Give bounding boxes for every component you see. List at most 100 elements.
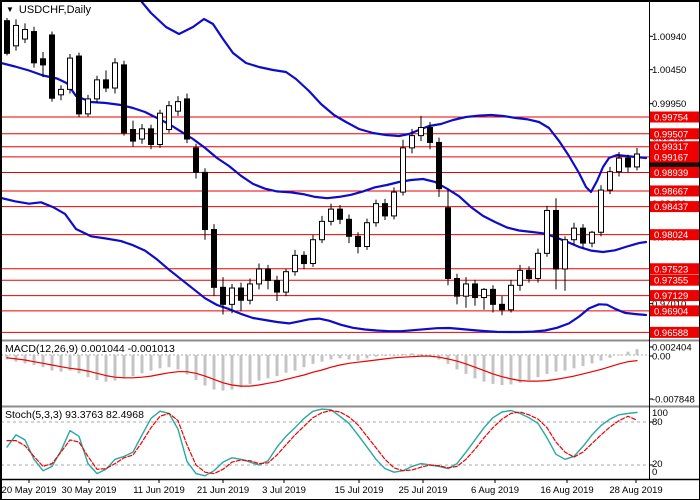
stoch-axis-label: 100 xyxy=(652,408,668,419)
candle xyxy=(580,224,586,249)
candle-body xyxy=(328,208,334,222)
candle xyxy=(148,124,154,150)
date-label: 21 Jun 2019 xyxy=(197,485,249,496)
candle-body xyxy=(445,207,451,279)
stoch-axis-label: 20 xyxy=(652,459,663,470)
candle xyxy=(472,279,478,306)
macd-histogram-bar xyxy=(77,355,81,374)
price-level-label-bg xyxy=(650,274,699,286)
candle-body xyxy=(454,277,460,297)
candle xyxy=(310,234,316,267)
date-label: 30 May 2019 xyxy=(62,485,117,496)
candle-body xyxy=(427,126,433,143)
candle xyxy=(391,187,397,220)
candle xyxy=(103,70,109,93)
macd-histogram-bar xyxy=(635,349,639,355)
candle-body xyxy=(418,126,424,137)
macd-histogram-bar xyxy=(365,355,369,359)
candle-body xyxy=(157,112,163,145)
macd-histogram-bar xyxy=(419,353,423,355)
symbol-dropdown-icon[interactable]: ▼ xyxy=(6,5,14,14)
candle-body xyxy=(247,283,253,301)
candle-body xyxy=(499,303,505,311)
macd-histogram-bar xyxy=(185,355,189,375)
candle xyxy=(553,198,559,290)
macd-histogram-bar xyxy=(509,355,513,385)
macd-histogram-bar xyxy=(212,355,216,390)
macd-panel-group xyxy=(1,349,649,391)
macd-histogram-bar xyxy=(401,353,405,355)
candle-body xyxy=(274,280,280,293)
candle-body xyxy=(589,231,595,244)
candle-body xyxy=(130,129,136,142)
candle-body xyxy=(193,147,199,173)
candle-body xyxy=(373,203,379,224)
date-label: 6 Aug 2019 xyxy=(471,485,519,496)
macd-histogram-bar xyxy=(581,355,585,367)
price-level-label-bg xyxy=(650,305,699,317)
macd-histogram-bar xyxy=(113,355,117,381)
candle xyxy=(130,120,136,147)
candle xyxy=(607,166,613,195)
date-label: 20 May 2019 xyxy=(2,485,57,496)
macd-histogram-bar xyxy=(122,355,126,379)
price-level-label-bg xyxy=(650,128,699,140)
macd-histogram-bar xyxy=(617,354,621,356)
macd-histogram-bar xyxy=(356,355,360,361)
candle xyxy=(454,273,460,305)
price-level-label-bg xyxy=(650,141,699,153)
macd-histogram-bar xyxy=(554,355,558,372)
candle-body xyxy=(544,209,550,254)
price-level-label-bg xyxy=(650,201,699,213)
candle xyxy=(274,275,280,301)
stoch-values: 93.3763 82.4968 xyxy=(65,409,144,421)
candle-body xyxy=(391,191,397,217)
candle-body xyxy=(112,62,118,89)
candle-body xyxy=(85,98,91,115)
macd-histogram-bar xyxy=(221,355,225,391)
candle xyxy=(436,137,442,197)
candle xyxy=(139,124,145,144)
macd-values: 0.001044 -0.001013 xyxy=(80,343,175,355)
candle xyxy=(445,188,451,286)
candle-body xyxy=(364,222,370,248)
macd-axis-label: -0.007848 xyxy=(652,395,695,406)
macd-histogram-bar xyxy=(194,355,198,380)
date-label: 16 Aug 2019 xyxy=(540,485,593,496)
macd-histogram-bar xyxy=(32,355,36,365)
candle-body xyxy=(301,254,307,265)
candle xyxy=(256,263,262,290)
price-level-label: 0.97129 xyxy=(654,291,688,302)
candle xyxy=(562,236,568,291)
candle-body xyxy=(103,79,109,89)
macd-histogram-bar xyxy=(545,355,549,374)
symbol-title-bar: ▼ USDCHF,Daily xyxy=(6,4,91,16)
y-axis-tick-label: 0.99950 xyxy=(652,99,686,110)
candle-body xyxy=(508,284,514,311)
y-axis-tick-label: 1.00940 xyxy=(652,32,686,43)
macd-histogram-bar xyxy=(50,355,54,371)
candle-body xyxy=(67,57,73,90)
candle xyxy=(535,248,541,283)
candle-body xyxy=(256,268,262,285)
candle-body xyxy=(94,79,100,100)
macd-histogram-bar xyxy=(347,355,351,360)
candle-body xyxy=(472,283,478,299)
candle-body xyxy=(13,24,19,47)
candle xyxy=(49,31,55,102)
candle-body xyxy=(220,286,226,305)
candle xyxy=(508,279,514,313)
macd-histogram-bar xyxy=(455,355,459,370)
macd-histogram-bar xyxy=(491,355,495,384)
candle xyxy=(373,199,379,227)
price-level-label: 0.99317 xyxy=(654,142,688,153)
candle-body xyxy=(382,203,388,217)
candle-body xyxy=(148,128,154,145)
candle xyxy=(418,115,424,142)
candle xyxy=(40,51,46,78)
price-level-label-bg xyxy=(650,185,699,197)
macd-histogram-bar xyxy=(302,355,306,368)
price-level-label: 0.98024 xyxy=(654,230,688,241)
candle-body xyxy=(4,20,10,54)
